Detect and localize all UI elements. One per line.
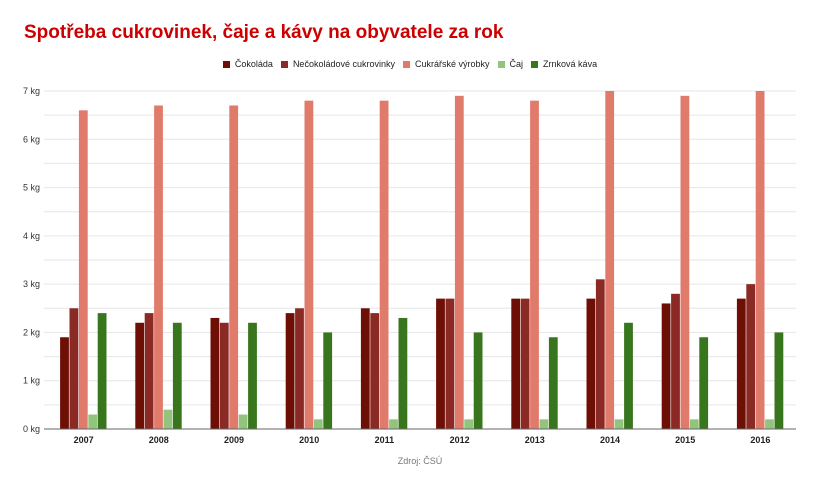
bar — [614, 419, 624, 429]
bar — [473, 332, 483, 429]
bar — [605, 91, 615, 429]
y-tick-label: 2 kg — [23, 327, 40, 337]
bar — [454, 95, 464, 429]
bar — [323, 332, 333, 429]
x-tick-label: 2007 — [74, 435, 94, 445]
legend-swatch-icon — [497, 60, 505, 68]
bar — [144, 313, 154, 429]
bar — [464, 419, 474, 429]
bar — [436, 298, 445, 429]
legend-swatch-icon — [280, 60, 288, 68]
x-tick-label: 2011 — [375, 435, 395, 445]
bar — [304, 100, 314, 430]
legend-label: Čaj — [509, 59, 524, 69]
bar — [69, 308, 79, 429]
bar — [755, 91, 765, 429]
bar — [88, 414, 98, 429]
x-tick-label: 2009 — [224, 435, 244, 445]
bar — [295, 308, 304, 429]
bar — [539, 419, 549, 429]
bar — [78, 110, 88, 430]
bar — [379, 100, 389, 430]
bar-group-2011 — [360, 100, 408, 430]
bar — [520, 298, 530, 429]
bar — [248, 322, 257, 429]
y-tick-label: 4 kg — [23, 231, 40, 241]
x-tick-label: 2012 — [450, 435, 470, 445]
bar-group-2009 — [210, 105, 257, 429]
y-tick-label: 6 kg — [23, 134, 40, 144]
bar — [595, 279, 605, 429]
y-tick-label: 1 kg — [23, 376, 40, 386]
bar — [624, 322, 633, 429]
bar — [360, 308, 370, 429]
legend-label: Cukrářské výrobky — [415, 59, 490, 69]
bar — [530, 100, 539, 430]
y-tick-label: 0 kg — [23, 424, 40, 434]
bar — [60, 337, 69, 429]
bar — [229, 105, 239, 429]
bar — [219, 322, 229, 429]
bar — [389, 419, 398, 429]
bar — [313, 419, 323, 429]
legend-item: Cukrářské výrobky — [403, 59, 490, 69]
bar-group-2013 — [511, 100, 558, 430]
bar — [765, 419, 774, 429]
bar — [210, 317, 220, 429]
bar — [163, 409, 173, 429]
bar-group-2016 — [736, 91, 784, 429]
bar-group-2015 — [661, 95, 709, 429]
legend-swatch-icon — [403, 60, 410, 68]
bar-group-2008 — [135, 105, 182, 429]
legend-label: Nečokoládové cukrovinky — [292, 59, 395, 69]
legend-label: Zrnková káva — [543, 59, 598, 69]
y-tick-label: 7 kg — [23, 86, 40, 96]
bar — [548, 337, 558, 429]
bar — [586, 298, 596, 429]
x-tick-label: 2014 — [600, 435, 620, 445]
legend-swatch-icon — [222, 60, 230, 68]
bar — [445, 298, 455, 429]
x-tick-label: 2013 — [525, 435, 545, 445]
legend-swatch-icon — [531, 60, 539, 68]
legend-item: Čaj — [497, 59, 524, 69]
bar — [699, 337, 709, 429]
bar — [511, 298, 521, 429]
bar — [736, 298, 746, 429]
bar — [172, 322, 182, 429]
x-tick-label: 2008 — [149, 435, 169, 445]
bar — [746, 284, 756, 429]
bar-group-2014 — [586, 91, 633, 429]
chart-legend: Čokoláda Nečokoládové cukrovinky Cukrářské… — [0, 59, 820, 70]
source-note: Zdroj: ČSÚ — [397, 456, 443, 466]
bar — [689, 419, 699, 429]
bar — [774, 332, 784, 429]
bar-group-2007 — [60, 110, 107, 430]
legend-item: Zrnková káva — [531, 59, 597, 69]
bar — [238, 414, 248, 429]
bar-group-2010 — [285, 100, 333, 430]
bar — [370, 313, 380, 429]
legend-label: Čokoláda — [234, 59, 273, 69]
legend-item: Nečokoládové cukrovinky — [280, 59, 395, 69]
bar — [680, 95, 690, 429]
x-tick-label: 2016 — [750, 435, 770, 445]
y-tick-label: 3 kg — [23, 279, 40, 289]
bar — [97, 313, 107, 429]
bar — [154, 105, 163, 429]
bar — [135, 322, 145, 429]
bar — [398, 317, 408, 429]
y-tick-label: 5 kg — [23, 183, 40, 193]
chart-title: Spotřeba cukrovinek, čaje a kávy na obyv… — [24, 22, 504, 43]
x-tick-label: 2015 — [675, 435, 695, 445]
bar — [661, 303, 671, 429]
bar — [285, 313, 295, 429]
legend-item: Čokoláda — [222, 59, 273, 69]
bar-group-2012 — [436, 95, 483, 429]
x-tick-label: 2010 — [299, 435, 319, 445]
bar — [671, 293, 680, 429]
